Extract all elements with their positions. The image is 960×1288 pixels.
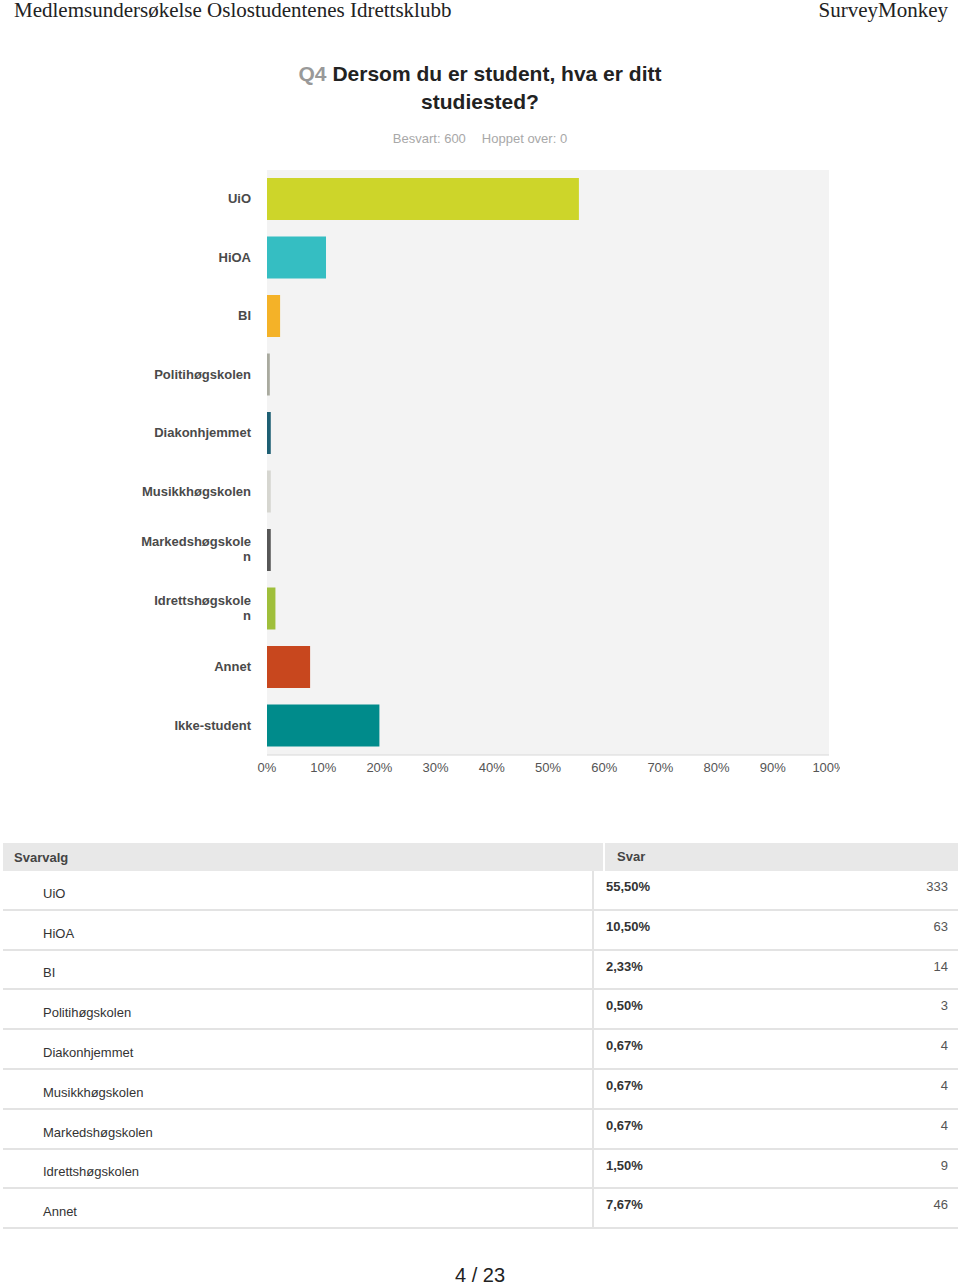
html-text:1,50%: 1,50% xyxy=(606,1157,643,1173)
html-text:7,67%: 7,67% xyxy=(606,1197,643,1213)
html-text:Q4 Dersom du er student, hva e: Q4 Dersom du er student, hva er ditt stu… xyxy=(298,62,662,113)
svg-text:UiO: UiO xyxy=(228,191,251,206)
html-text:9: 9 xyxy=(940,1157,948,1173)
html-text:Musikkhøgskolen: Musikkhøgskolen xyxy=(43,1084,144,1100)
html-text:4: 4 xyxy=(940,1078,948,1093)
svg-text:10%: 10% xyxy=(310,760,336,775)
html-text:2,33%: 2,33% xyxy=(606,958,643,974)
html-text:14: 14 xyxy=(933,958,948,974)
html-text:Hoppet over: 0: Hoppet over: 0 xyxy=(481,131,568,146)
svg-text:80%: 80% xyxy=(704,760,730,775)
svg-text:50%: 50% xyxy=(535,760,561,775)
html-text:Besvart: 600: Besvart: 600 xyxy=(392,131,466,146)
svg-text:90%: 90% xyxy=(760,760,786,775)
svg-text:n: n xyxy=(243,549,251,564)
html-text:Politihøgskolen: Politihøgskolen xyxy=(43,1005,132,1021)
svg-text:Idrettshøgskole: Idrettshøgskole xyxy=(154,593,251,608)
html-text:0,50%: 0,50% xyxy=(606,998,643,1014)
svg-text:n: n xyxy=(243,608,251,623)
html-text:Diakonhjemmet: Diakonhjemmet xyxy=(43,1045,134,1060)
html-text:55,50%: 55,50% xyxy=(606,879,651,894)
svg-text:HiOA: HiOA xyxy=(219,250,252,265)
svg-text:30%: 30% xyxy=(423,760,449,775)
svg-text:0%: 0% xyxy=(258,760,277,775)
html-text:333: 333 xyxy=(926,879,948,894)
html-text:10,50%: 10,50% xyxy=(606,918,651,934)
html-text:4: 4 xyxy=(940,1117,948,1133)
svg-text:Markedshøgskole: Markedshøgskole xyxy=(141,534,251,549)
html-text:3: 3 xyxy=(940,998,948,1014)
html-text:63: 63 xyxy=(933,918,948,934)
svg-text:Politihøgskolen: Politihøgskolen xyxy=(154,367,251,382)
html-text:Svarvalg: Svarvalg xyxy=(14,849,69,865)
html-text:BI: BI xyxy=(43,965,56,981)
svg-text:BI: BI xyxy=(238,308,251,323)
svg-text:100%: 100% xyxy=(812,760,840,775)
svg-text:60%: 60% xyxy=(591,760,617,775)
html-text:Markedshøgskolen: Markedshøgskolen xyxy=(43,1124,153,1140)
html-text:46: 46 xyxy=(933,1197,948,1213)
html-text:Annet: Annet xyxy=(43,1204,77,1220)
svg-text:Musikkhøgskolen: Musikkhøgskolen xyxy=(142,484,251,499)
svg-text:Annet: Annet xyxy=(214,659,252,674)
html-text:Idrettshøgskolen: Idrettshøgskolen xyxy=(43,1164,140,1180)
svg-text:40%: 40% xyxy=(479,760,505,775)
svg-text:Ikke-student: Ikke-student xyxy=(174,718,251,733)
html-text:UiO: UiO xyxy=(43,885,66,901)
svg-text:Diakonhjemmet: Diakonhjemmet xyxy=(154,425,251,440)
html-text:4 / 23: 4 / 23 xyxy=(455,1264,505,1286)
html-text:0,67%: 0,67% xyxy=(606,1078,643,1093)
html-text:HiOA: HiOA xyxy=(43,925,75,941)
svg-text:70%: 70% xyxy=(647,760,673,775)
html-text:Svar: Svar xyxy=(617,849,646,864)
svg-text:20%: 20% xyxy=(366,760,392,775)
html-text:4: 4 xyxy=(940,1038,948,1054)
html-text:0,67%: 0,67% xyxy=(606,1038,643,1054)
html-text:0,67%: 0,67% xyxy=(606,1117,643,1133)
